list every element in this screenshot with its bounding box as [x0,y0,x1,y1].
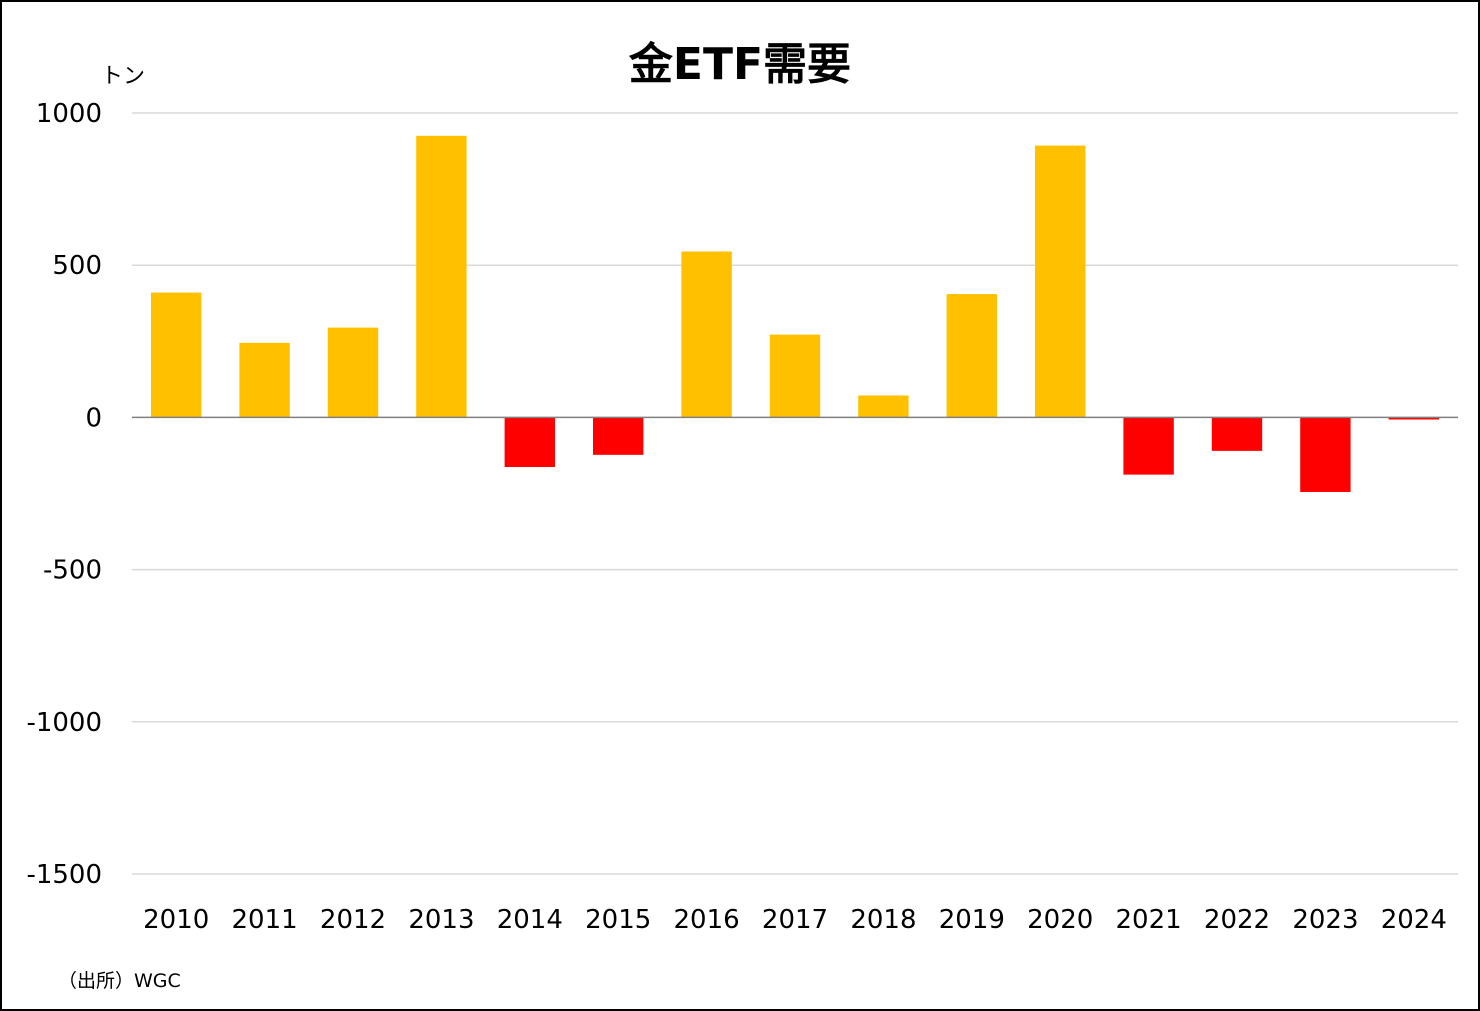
x-tick-label: 2018 [850,905,916,935]
x-tick-label: 2016 [674,905,740,935]
x-tick-label: 2021 [1116,905,1182,935]
bars [151,135,1439,492]
x-tick-label: 2014 [497,905,563,935]
bar-2014 [504,417,555,468]
x-tick-label: 2017 [762,905,828,935]
x-tick-label: 2010 [143,905,209,935]
y-tick-label: -500 [43,556,102,586]
x-tick-label: 2022 [1204,905,1270,935]
bar-2024 [1388,417,1439,420]
bar-2015 [593,417,644,455]
gridlines [132,112,1458,875]
x-tick-label: 2013 [408,905,474,935]
y-tick-label: -1000 [26,708,102,738]
y-tick-label: -1500 [26,860,102,890]
bar-2016 [681,251,732,418]
bar-2012 [327,327,379,418]
y-axis-unit-label: トン [101,64,146,89]
y-tick-labels: 1000 500 0 -500 -1000 -1500 [26,99,102,890]
bar-2022 [1211,417,1263,451]
bar-2021 [1123,417,1174,475]
bar-2020 [1035,145,1086,418]
x-tick-label: 2019 [939,905,1005,935]
y-tick-label: 500 [52,251,102,281]
bar-2017 [769,334,821,418]
x-tick-label: 2023 [1292,905,1358,935]
chart-title: 金ETF需要 [628,39,852,90]
x-tick-label: 2020 [1027,905,1093,935]
x-tick-label: 2012 [320,905,386,935]
bar-2011 [239,342,290,418]
x-tick-label: 2011 [232,905,298,935]
x-tick-label: 2024 [1381,905,1447,935]
x-tick-labels: 2010 2011 2012 2013 2014 2015 2016 2017 2018 2019… [143,905,1447,935]
bar-2019 [946,294,997,418]
bar-2013 [416,135,467,418]
y-tick-label: 0 [85,403,102,433]
bar-2010 [151,292,202,418]
source-note: （出所）WGC [58,970,181,992]
y-tick-label: 1000 [36,99,102,129]
x-tick-label: 2015 [585,905,651,935]
bar-2018 [858,395,909,418]
bar-2023 [1300,417,1351,492]
